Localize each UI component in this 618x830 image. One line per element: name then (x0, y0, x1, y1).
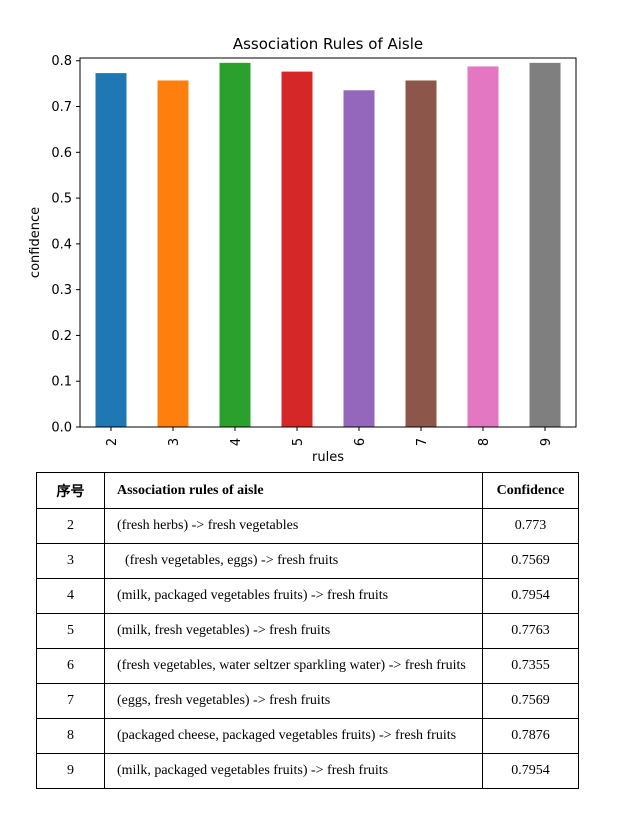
row-index: 6 (36, 648, 105, 684)
y-tick-label: 0.3 (51, 283, 72, 298)
table-row: 5 (milk, fresh vegetables) -> fresh frui… (36, 613, 579, 649)
y-tick-label: 0.6 (51, 146, 72, 161)
row-rule: (fresh vegetables, water seltzer sparkli… (104, 648, 483, 684)
row-confidence: 0.7569 (482, 543, 579, 579)
row-confidence: 0.7355 (482, 648, 579, 684)
row-index: 4 (36, 578, 105, 614)
x-axis-label: rules (312, 450, 344, 465)
y-tick-label: 0.5 (51, 192, 72, 207)
row-rule: (fresh vegetables, eggs) -> fresh fruits (104, 543, 483, 579)
y-axis-label: confidence (28, 207, 43, 278)
x-tick-label: 7 (415, 438, 430, 446)
x-tick-label: 9 (539, 438, 554, 446)
row-confidence: 0.7954 (482, 753, 579, 789)
bar-3 (157, 80, 189, 427)
y-tick-label: 0.7 (51, 100, 72, 115)
bar-chart-svg: 0.0 0.1 0.2 0.3 0.4 0.5 0.6 0.7 0.8 2 3 4 5 6 7 8 9 Assoc… (28, 35, 577, 465)
table-row: 9 (milk, packaged vegetables fruits) -> … (36, 753, 579, 789)
table-row: 3 (fresh vegetables, eggs) -> fresh frui… (36, 543, 579, 579)
bar-8 (467, 66, 499, 427)
row-confidence: 0.7763 (482, 613, 579, 649)
row-rule: (packaged cheese, packaged vegetables fr… (104, 718, 483, 754)
bar-4 (219, 62, 251, 428)
y-tick-label: 0.1 (51, 375, 72, 390)
x-tick-label: 2 (105, 438, 120, 446)
axes-frame (79, 57, 577, 428)
x-tick-label: 4 (229, 438, 244, 446)
y-tick-label: 0.0 (51, 421, 72, 436)
table-header-row: 序号 Association rules of aisle Confidence (36, 472, 579, 509)
row-rule: (eggs, fresh vegetables) -> fresh fruits (104, 683, 483, 719)
rules-table: 序号 Association rules of aisle Confidence… (36, 472, 579, 789)
header-index: 序号 (36, 472, 105, 509)
table-row: 4 (milk, packaged vegetables fruits) -> … (36, 578, 579, 614)
x-tick-label: 6 (353, 438, 368, 446)
y-tick-label: 0.4 (51, 237, 72, 252)
bar-5 (281, 71, 313, 428)
row-index: 3 (36, 543, 105, 579)
row-rule: (milk, packaged vegetables fruits) -> fr… (104, 578, 483, 614)
row-rule: (fresh herbs) -> fresh vegetables (104, 508, 483, 544)
row-confidence: 0.7876 (482, 718, 579, 754)
bar-7 (405, 80, 437, 427)
row-index: 9 (36, 753, 105, 789)
table-row: 8 (packaged cheese, packaged vegetables … (36, 718, 579, 754)
row-confidence: 0.7569 (482, 683, 579, 719)
bar-6 (343, 90, 375, 427)
row-index: 7 (36, 683, 105, 719)
bar-chart: 0.0 0.1 0.2 0.3 0.4 0.5 0.6 0.7 0.8 2 3 4 5 6 7 8 9 Assoc… (28, 35, 577, 465)
table-row: 6 (fresh vegetables, water seltzer spark… (36, 648, 579, 684)
y-tick-label: 0.8 (51, 54, 72, 69)
chart-title: Association Rules of Aisle (233, 35, 423, 53)
row-rule: (milk, packaged vegetables fruits) -> fr… (104, 753, 483, 789)
bar-9 (529, 62, 561, 428)
row-index: 2 (36, 508, 105, 544)
table-row: 2 (fresh herbs) -> fresh vegetables 0.77… (36, 508, 579, 544)
x-tick-label: 5 (291, 438, 306, 446)
x-tick-label: 8 (477, 438, 492, 446)
row-confidence: 0.7954 (482, 578, 579, 614)
bar-2 (95, 73, 127, 427)
y-tick-label: 0.2 (51, 329, 72, 344)
header-confidence: Confidence (482, 472, 579, 509)
row-confidence: 0.773 (482, 508, 579, 544)
row-rule: (milk, fresh vegetables) -> fresh fruits (104, 613, 483, 649)
table-row: 7 (eggs, fresh vegetables) -> fresh frui… (36, 683, 579, 719)
x-tick-label: 3 (167, 438, 182, 446)
header-rule: Association rules of aisle (104, 472, 483, 509)
row-index: 8 (36, 718, 105, 754)
row-index: 5 (36, 613, 105, 649)
